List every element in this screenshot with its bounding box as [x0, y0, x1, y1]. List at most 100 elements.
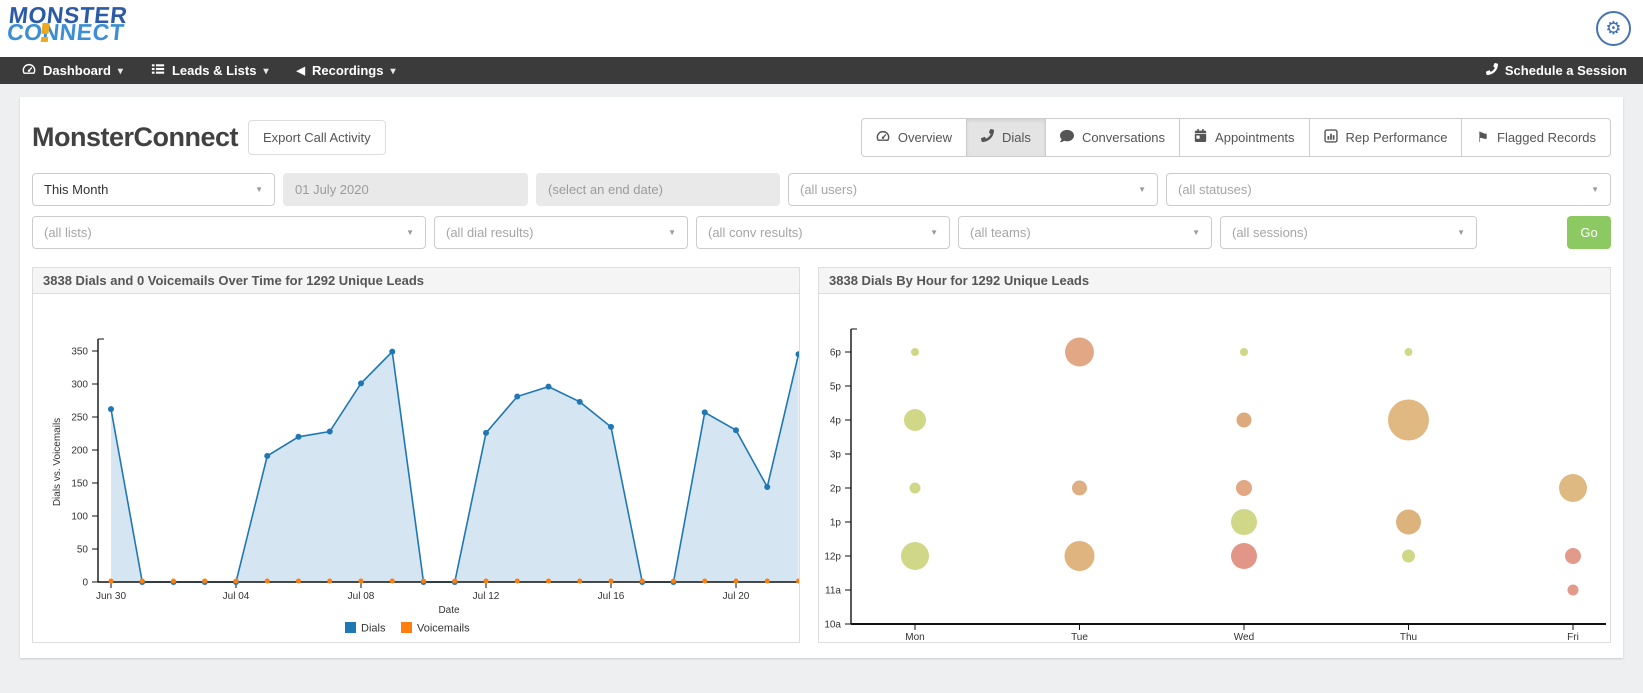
svg-text:12p: 12p — [824, 552, 841, 563]
dials-by-hour-panel: 3838 Dials By Hour for 1292 Unique Leads… — [818, 267, 1611, 643]
bubble-Wed-1p[interactable] — [1231, 509, 1257, 535]
bubble-Wed-12p[interactable] — [1231, 543, 1257, 569]
svg-text:1p: 1p — [830, 518, 842, 529]
svg-text:Jul 04: Jul 04 — [223, 591, 250, 602]
settings-button[interactable]: ⚙ — [1596, 11, 1631, 46]
filter-row-1: This Month ▼ 01 July 2020 (select an end… — [32, 173, 1611, 206]
svg-text:Jul 08: Jul 08 — [348, 591, 375, 602]
logo-accent-bar — [41, 23, 50, 34]
dials-over-time-title: 3838 Dials and 0 Voicemails Over Time fo… — [33, 268, 799, 294]
select-caret-icon: ▼ — [1591, 185, 1599, 194]
dials-by-hour-chart[interactable]: 10a 11a 12p 1p 2p 3p 4p 5p 6p Mon Tue Wed Thu Fri — [819, 294, 1610, 642]
nav-dashboard[interactable]: Dashboard ▾ — [8, 57, 137, 84]
bubble-Thu-4p[interactable] — [1388, 399, 1429, 441]
conv-results-select[interactable]: (all conv results) ▼ — [696, 216, 950, 249]
main-navbar: Dashboard ▾ Leads & Lists ▾ ◀ Recordings… — [0, 57, 1643, 84]
svg-text:Tue: Tue — [1071, 632, 1088, 642]
bubble-Mon-4p[interactable] — [904, 409, 926, 431]
bubble-Fri-11a[interactable] — [1567, 584, 1579, 596]
chevron-down-icon: ▾ — [390, 65, 396, 77]
dial-results-select[interactable]: (all dial results) ▼ — [434, 216, 688, 249]
bubble-plot: 10a 11a 12p 1p 2p 3p 4p 5p 6p Mon Tue Wed Thu Fri — [824, 328, 1606, 642]
period-select[interactable]: This Month ▼ — [32, 173, 275, 206]
select-caret-icon: ▼ — [930, 228, 938, 237]
select-caret-icon: ▼ — [406, 228, 414, 237]
svg-text:Jul 12: Jul 12 — [473, 591, 500, 602]
select-caret-icon: ▼ — [1192, 228, 1200, 237]
bubble-Tue-6p[interactable] — [1065, 337, 1094, 367]
select-caret-icon: ▼ — [255, 185, 263, 194]
filters: This Month ▼ 01 July 2020 (select an end… — [32, 173, 1611, 249]
svg-text:Thu: Thu — [1400, 632, 1417, 642]
schedule-session-button[interactable]: Schedule a Session — [1478, 62, 1635, 78]
dials-over-time-chart[interactable]: 0 50 100 150 200 250 300 350 Jun 30 Jul 04 Jul 08 J… — [33, 294, 799, 642]
line-plot: 0 50 100 150 200 250 300 350 Jun 30 Jul 04 Jul 08 J… — [52, 338, 799, 616]
tab-appointments-label: Appointments — [1215, 129, 1295, 145]
bubble-Wed-2p[interactable] — [1236, 480, 1252, 496]
dashboard-card: MonsterConnect Export Call Activity Over… — [20, 97, 1623, 658]
svg-text:350: 350 — [71, 347, 88, 358]
flag-icon: ⚑ — [1476, 129, 1489, 145]
tab-conversations[interactable]: Conversations — [1044, 117, 1181, 157]
svg-text:5p: 5p — [830, 382, 842, 393]
go-button[interactable]: Go — [1567, 216, 1611, 249]
bubble-Thu-6p[interactable] — [1404, 348, 1413, 356]
nav-leads-lists[interactable]: Leads & Lists ▾ — [137, 57, 283, 84]
chevron-down-icon: ▾ — [117, 65, 123, 77]
teams-select[interactable]: (all teams) ▼ — [958, 216, 1212, 249]
end-date-input[interactable]: (select an end date) — [536, 173, 780, 206]
svg-text:Fri: Fri — [1567, 632, 1579, 642]
svg-text:Voicemails: Voicemails — [417, 623, 470, 635]
svg-text:3p: 3p — [830, 450, 842, 461]
triangle-left-icon: ◀ — [296, 65, 305, 77]
tab-overview[interactable]: Overview — [860, 117, 968, 157]
bubble-Mon-2p[interactable] — [909, 482, 921, 494]
export-call-activity-button[interactable]: Export Call Activity — [248, 119, 386, 155]
lists-select[interactable]: (all lists) ▼ — [32, 216, 426, 249]
bubble-Wed-6p[interactable] — [1240, 348, 1248, 356]
monsterconnect-logo[interactable]: MONSTER CONNECT — [6, 2, 129, 45]
schedule-session-label: Schedule a Session — [1504, 63, 1627, 78]
nav-recordings[interactable]: ◀ Recordings ▾ — [283, 57, 410, 84]
bar-chart-icon — [1323, 128, 1338, 146]
svg-text:300: 300 — [71, 380, 88, 391]
tab-conversations-label: Conversations — [1081, 129, 1166, 145]
start-date-input[interactable]: 01 July 2020 — [283, 173, 528, 206]
bubble-Tue-12p[interactable] — [1064, 541, 1095, 571]
bubble-Wed-4p[interactable] — [1236, 412, 1252, 428]
users-select[interactable]: (all users) ▼ — [788, 173, 1158, 206]
line-legend[interactable]: Dials Voicemails — [345, 622, 470, 635]
svg-text:Dials vs. Voicemails: Dials vs. Voicemails — [52, 418, 63, 506]
list-icon — [151, 62, 165, 79]
svg-text:Jul 20: Jul 20 — [723, 591, 750, 602]
tab-appointments[interactable]: Appointments — [1179, 117, 1310, 157]
bubble-Fri-12p[interactable] — [1565, 548, 1581, 564]
bubble-Tue-2p[interactable] — [1072, 480, 1087, 496]
bubble-Fri-2p[interactable] — [1559, 474, 1587, 502]
select-caret-icon: ▼ — [668, 228, 676, 237]
calendar-icon — [1194, 129, 1207, 145]
charts-row: 3838 Dials and 0 Voicemails Over Time fo… — [32, 267, 1611, 643]
top-header: MONSTER CONNECT ⚙ — [0, 0, 1643, 57]
phone-icon — [981, 128, 995, 145]
tab-flagged-records[interactable]: ⚑ Flagged Records — [1461, 117, 1611, 157]
tab-dials[interactable]: Dials — [966, 117, 1046, 157]
statuses-select[interactable]: (all statuses) ▼ — [1166, 173, 1611, 206]
bubble-Mon-6p[interactable] — [911, 348, 919, 356]
tab-rep-performance-label: Rep Performance — [1345, 129, 1448, 145]
filter-row-2: (all lists) ▼ (all dial results) ▼ (all … — [32, 216, 1611, 249]
nav-dashboard-label: Dashboard — [43, 63, 111, 78]
tab-rep-performance[interactable]: Rep Performance — [1308, 117, 1463, 157]
svg-text:200: 200 — [71, 446, 88, 457]
title-row: MonsterConnect Export Call Activity Over… — [32, 97, 1611, 169]
svg-text:4p: 4p — [830, 416, 842, 427]
bubble-Mon-12p[interactable] — [901, 542, 929, 570]
svg-text:2p: 2p — [830, 484, 842, 495]
page-background: MonsterConnect Export Call Activity Over… — [0, 84, 1643, 693]
bubble-Thu-12p[interactable] — [1402, 549, 1415, 563]
tab-flagged-records-label: Flagged Records — [1497, 129, 1596, 145]
nav-recordings-label: Recordings — [311, 63, 384, 78]
bubble-Thu-1p[interactable] — [1396, 509, 1421, 535]
svg-text:50: 50 — [77, 545, 89, 556]
sessions-select[interactable]: (all sessions) ▼ — [1220, 216, 1477, 249]
